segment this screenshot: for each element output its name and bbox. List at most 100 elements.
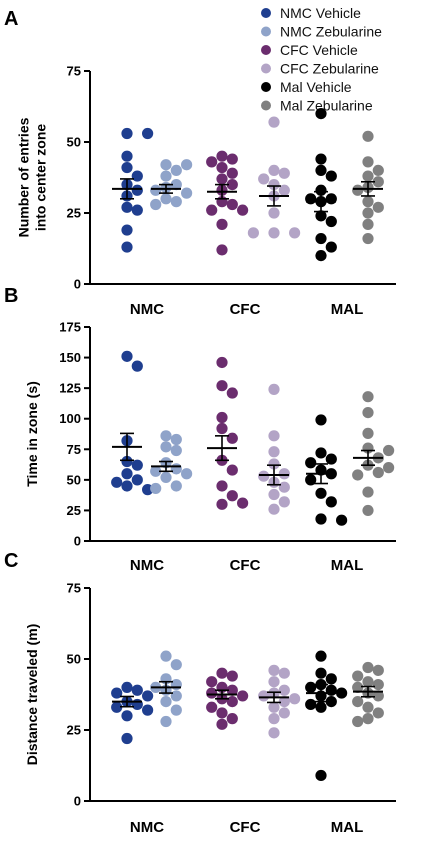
data-point [278, 667, 290, 679]
data-point [216, 161, 228, 174]
data-point [268, 664, 280, 676]
data-point [315, 701, 327, 713]
legend-marker [261, 63, 271, 74]
data-point [170, 433, 182, 446]
data-point [206, 676, 218, 688]
data-point [258, 173, 270, 185]
data-point [216, 218, 228, 230]
legend-entry: CFC Zebularine [261, 61, 379, 77]
y-tick-label: 25 [67, 723, 81, 738]
data-point [150, 482, 162, 495]
data-point [216, 356, 228, 369]
series-3 [258, 383, 290, 515]
data-point [121, 161, 133, 174]
group-label: NMC [130, 819, 164, 836]
data-point [315, 250, 327, 262]
data-point [206, 204, 218, 216]
data-point [305, 474, 317, 486]
data-point [247, 227, 259, 239]
data-point [160, 715, 172, 728]
data-point [226, 153, 238, 165]
data-point [111, 701, 123, 713]
data-point [111, 687, 123, 699]
legend-label: CFC Zebularine [280, 61, 379, 77]
y-tick-label: 25 [67, 503, 81, 518]
y-tick-label: 150 [59, 350, 81, 365]
legend-label: Mal Vehicle [280, 79, 352, 95]
data-point [315, 164, 327, 176]
data-point [372, 664, 384, 676]
data-point [352, 469, 364, 481]
data-point [150, 184, 162, 196]
data-point [362, 170, 374, 182]
legend-marker [261, 82, 271, 92]
data-point [216, 411, 228, 424]
y-tick-label: 100 [59, 411, 81, 426]
data-point [121, 241, 133, 253]
y-tick-label: 175 [59, 320, 81, 335]
data-point [278, 167, 290, 179]
data-point [268, 446, 280, 458]
legend-marker [261, 100, 271, 111]
y-tick-label: 75 [67, 64, 81, 79]
data-point [352, 670, 364, 682]
data-point [372, 201, 384, 213]
data-point [268, 116, 280, 128]
data-point [362, 676, 374, 688]
legend-label: CFC Vehicle [280, 42, 358, 58]
data-point [362, 232, 374, 245]
data-point [362, 486, 374, 498]
data-point [372, 466, 384, 479]
data-point [305, 698, 317, 711]
series-5 [352, 661, 384, 728]
data-point [258, 470, 270, 482]
data-point [278, 707, 290, 719]
data-point [216, 173, 228, 185]
legend: NMC Vehicle NMC Zebularine CFC Vehicle CFC … [261, 5, 382, 114]
data-point [131, 459, 143, 471]
data-point [131, 184, 143, 196]
data-point [226, 167, 238, 179]
data-point [362, 504, 374, 517]
data-point [352, 696, 364, 708]
data-point [216, 667, 228, 679]
y-tick-label: 50 [67, 652, 81, 667]
data-point [170, 164, 182, 176]
data-point [362, 701, 374, 713]
data-point [121, 480, 133, 492]
data-point [325, 673, 337, 685]
data-point [121, 468, 133, 480]
group-label: NMC [130, 557, 164, 574]
data-point [383, 462, 395, 474]
data-point [325, 496, 337, 508]
series-0 [112, 127, 154, 253]
data-point [226, 432, 238, 444]
data-point [237, 204, 249, 216]
legend-marker [261, 45, 271, 55]
legend-entry: CFC Vehicle [261, 42, 358, 58]
data-point [170, 678, 182, 691]
data-point [278, 684, 290, 696]
data-point [131, 360, 143, 372]
series-5 [352, 391, 395, 517]
data-point [131, 204, 143, 216]
data-point [258, 690, 270, 702]
data-point [268, 179, 280, 191]
data-point [160, 696, 172, 708]
data-point [289, 227, 301, 239]
data-point [278, 481, 290, 493]
data-point [352, 681, 364, 694]
panel-letter: B [4, 285, 18, 307]
data-point [111, 476, 123, 488]
data-point [216, 480, 228, 492]
y-axis-title: Distance traveled (m) [24, 624, 40, 766]
y-tick-label: 75 [67, 581, 81, 596]
data-point [268, 458, 280, 470]
data-point [216, 718, 228, 730]
legend-label: Mal Zebularine [280, 98, 373, 114]
data-point [131, 170, 143, 182]
y-tick-label: 0 [74, 277, 81, 292]
data-point [362, 427, 374, 439]
y-tick-label: 0 [74, 534, 81, 549]
